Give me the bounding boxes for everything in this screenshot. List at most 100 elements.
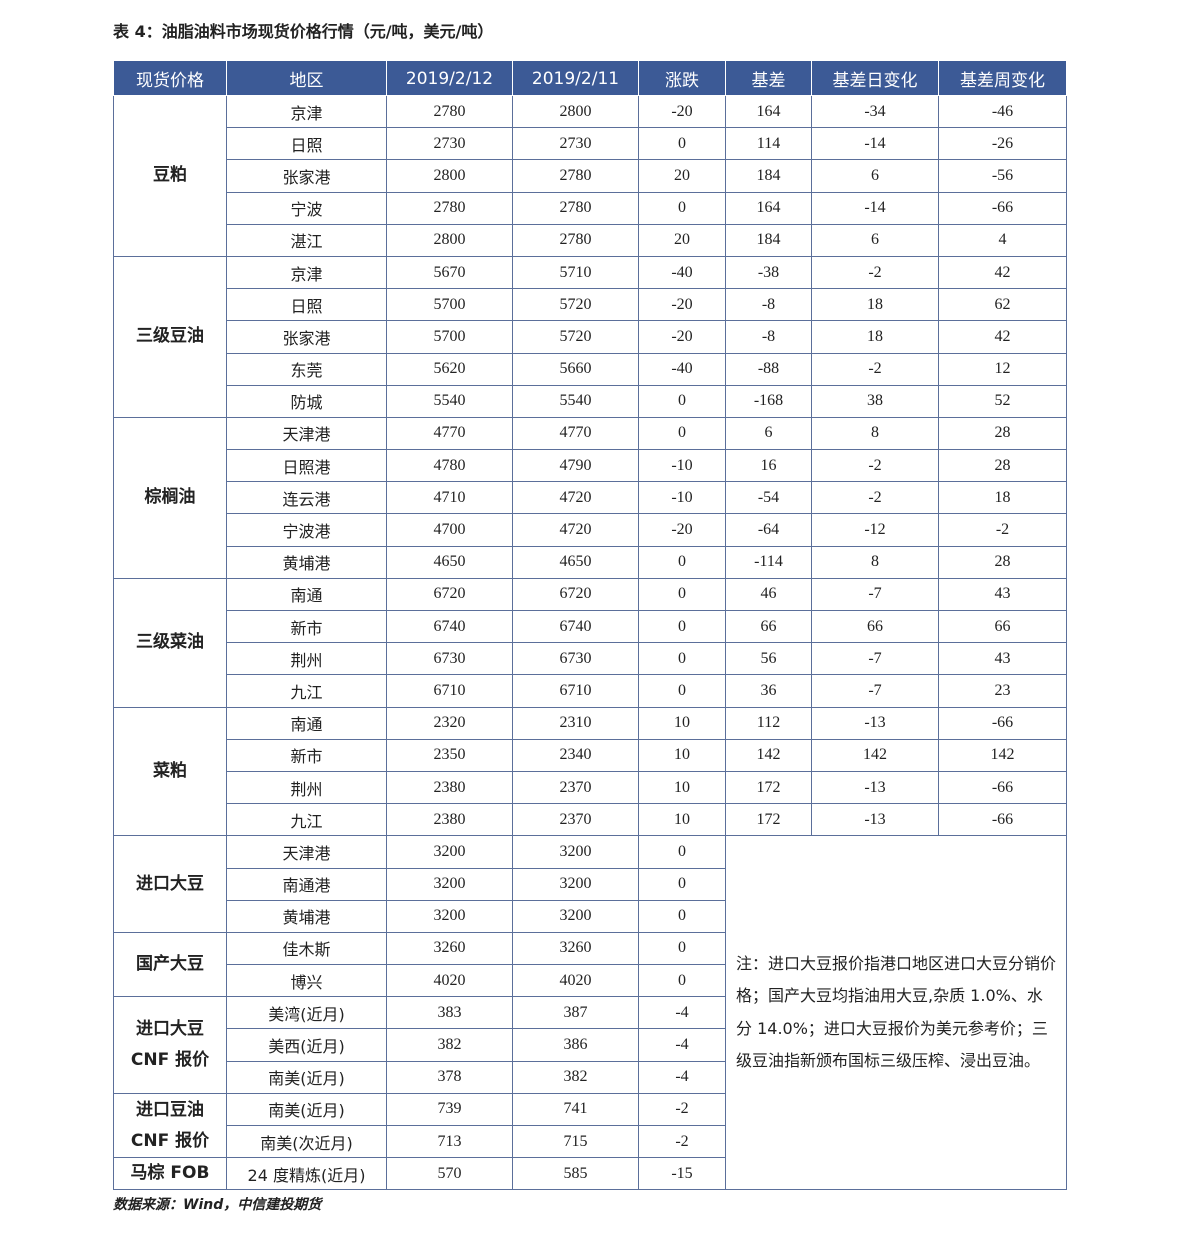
value-cell: -20: [638, 94, 726, 129]
value-cell: 6730: [386, 642, 513, 676]
value-cell: 2800: [386, 223, 513, 257]
table-row: 国产大豆 佳木斯 3260 3260 0: [113, 931, 1067, 998]
value-cell: 142: [938, 738, 1067, 772]
region-cell: 京津: [226, 94, 387, 129]
header-cell: 涨跌: [638, 61, 726, 96]
value-cell: 0: [638, 577, 726, 612]
value-cell: 3200: [512, 835, 639, 869]
value-cell: -13: [811, 770, 939, 805]
value-cell: 8: [811, 416, 939, 451]
value-cell: -20: [638, 288, 726, 322]
header-cell: 2019/2/12: [386, 61, 513, 96]
region-cell: 24 度精炼(近月): [226, 1157, 387, 1191]
note-cell: 注：进口大豆报价指港口地区进口大豆分销价格；国产大豆均指油用大豆,杂质 1.0%…: [725, 835, 1067, 1191]
region-cell: 九江: [226, 674, 387, 708]
value-cell: 18: [811, 288, 939, 322]
value-cell: -10: [638, 481, 726, 515]
value-cell: 28: [938, 545, 1067, 579]
region-cell: 日照: [226, 127, 387, 161]
value-cell: 715: [512, 1124, 639, 1159]
value-cell: 4020: [512, 964, 639, 998]
value-cell: 2780: [386, 191, 513, 225]
value-cell: 378: [386, 1060, 513, 1094]
region-cell: 防城: [226, 384, 387, 418]
table-row: 宁波港 4700 4720 -20 -64 -12 -2: [114, 513, 1067, 547]
value-cell: -8: [725, 288, 812, 322]
value-cell: -66: [938, 706, 1067, 740]
value-cell: 5720: [512, 288, 639, 322]
table-row: 博兴 4020 4020 0: [114, 964, 1067, 998]
value-cell: 66: [938, 609, 1067, 644]
value-cell: -15: [638, 1157, 726, 1191]
value-cell: 66: [725, 609, 812, 644]
value-cell: 3200: [386, 835, 513, 869]
value-cell: 2730: [386, 127, 513, 161]
value-cell: 164: [725, 94, 812, 129]
value-cell: 4770: [386, 416, 513, 451]
value-cell: 5700: [386, 320, 513, 354]
value-cell: 18: [938, 481, 1067, 515]
value-cell: 114: [725, 127, 812, 161]
table-row: 宁波 2780 2780 0 164 -14 -66: [114, 191, 1067, 225]
category-cell: 豆粕: [113, 95, 227, 257]
price-table: 现货价格 地区 2019/2/12 2019/2/11 涨跌 基差 基差日变化 基差周变化 豆…: [113, 61, 1067, 1191]
table-row: 防城 5540 5540 0 -168 38 52: [114, 384, 1067, 418]
region-cell: 宁波: [226, 191, 387, 225]
header-cell: 基差周变化: [938, 61, 1067, 96]
value-cell: 5700: [386, 288, 513, 322]
table-row: 东莞 5620 5660 -40 -88 -2 12: [114, 352, 1067, 386]
value-cell: 382: [512, 1060, 639, 1094]
value-cell: -2: [938, 513, 1067, 547]
value-cell: 386: [512, 1028, 639, 1062]
value-cell: 2800: [512, 94, 639, 129]
header-row: 现货价格 地区 2019/2/12 2019/2/11 涨跌 基差 基差日变化 基差周变化: [113, 61, 1067, 96]
table-row: 棕榈油 天津港 4770 4770 0 6 8 28: [113, 416, 1067, 579]
value-cell: 4650: [386, 545, 513, 579]
category-cell: 国产大豆: [113, 931, 227, 998]
value-cell: 585: [512, 1157, 639, 1191]
category-cell: 棕榈油: [113, 416, 227, 579]
value-cell: 0: [638, 191, 726, 225]
category-cell: 菜粕: [113, 706, 227, 837]
category-line: 三级菜油: [136, 632, 204, 653]
table-row: 豆粕 京津 2780 2800 -20 164 -34 -46: [113, 94, 1067, 257]
value-cell: 0: [638, 674, 726, 708]
region-cell: 日照: [226, 288, 387, 322]
value-cell: 741: [512, 1092, 639, 1127]
value-cell: 6720: [386, 577, 513, 612]
value-cell: 5670: [386, 255, 513, 290]
table-row: 黄埔港 3200 3200 0: [114, 899, 1067, 933]
value-cell: -4: [638, 1060, 726, 1094]
value-cell: 2380: [386, 770, 513, 805]
region-cell: 博兴: [226, 964, 387, 998]
value-cell: 142: [725, 738, 812, 772]
region-cell: 新市: [226, 609, 387, 644]
value-cell: 2370: [512, 770, 639, 805]
value-cell: -54: [725, 481, 812, 515]
value-cell: 43: [938, 642, 1067, 676]
value-cell: -12: [811, 513, 939, 547]
value-cell: 12: [938, 352, 1067, 386]
value-cell: 2780: [512, 191, 639, 225]
value-cell: -66: [938, 803, 1067, 837]
header-cell: 2019/2/11: [512, 61, 639, 96]
category-line: 棕榈油: [144, 487, 196, 508]
region-cell: 荆州: [226, 642, 387, 676]
value-cell: 3200: [386, 899, 513, 933]
value-cell: 713: [386, 1124, 513, 1159]
category-line: CNF 报价: [130, 1050, 210, 1071]
category-line: 国产大豆: [136, 954, 204, 975]
value-cell: 4720: [512, 481, 639, 515]
value-cell: -168: [725, 384, 812, 418]
region-cell: 宁波港: [226, 513, 387, 547]
value-cell: 23: [938, 674, 1067, 708]
value-cell: 56: [725, 642, 812, 676]
table-row: 美西(近月) 382 386 -4: [114, 1028, 1067, 1062]
value-cell: 10: [638, 770, 726, 805]
value-cell: 18: [811, 320, 939, 354]
value-cell: 5660: [512, 352, 639, 386]
value-cell: 5620: [386, 352, 513, 386]
value-cell: 0: [638, 899, 726, 933]
value-cell: -2: [811, 449, 939, 483]
table-row: 日照 2730 2730 0 114 -14 -26: [114, 127, 1067, 161]
